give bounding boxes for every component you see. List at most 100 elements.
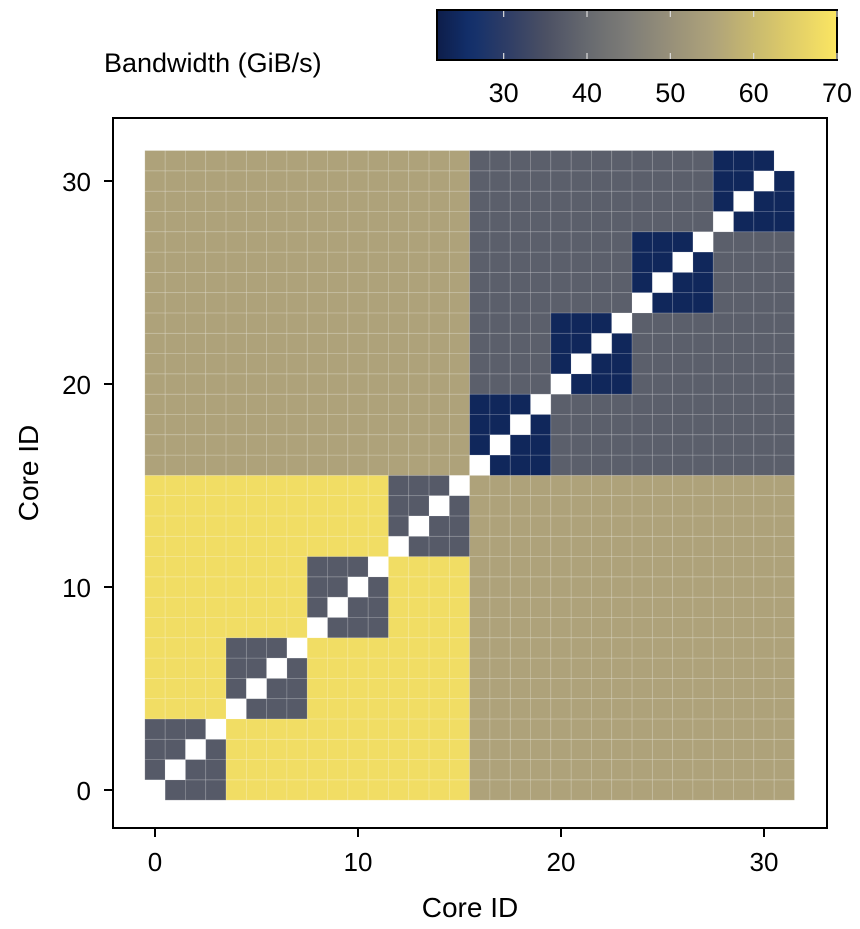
heatmap-cell <box>591 738 613 760</box>
heatmap-cell <box>591 393 613 415</box>
heatmap-cell <box>712 353 734 375</box>
heatmap-cell <box>144 657 166 679</box>
heatmap-cell <box>489 251 511 273</box>
heatmap-cell <box>327 474 349 497</box>
heatmap-cell <box>367 190 389 212</box>
heatmap-cell-self <box>530 394 551 415</box>
heatmap-cell <box>367 312 389 334</box>
heatmap-cell <box>570 251 592 273</box>
heatmap-cell <box>672 617 694 639</box>
heatmap-cell <box>448 251 471 273</box>
heatmap-cell <box>733 738 755 760</box>
heatmap-cell <box>611 474 633 497</box>
heatmap-cell <box>205 515 227 537</box>
heatmap-cell <box>164 495 186 517</box>
heatmap-cell <box>733 332 755 354</box>
heatmap-cell <box>164 190 186 212</box>
heatmap-cell <box>347 637 369 659</box>
heatmap-cell <box>631 170 653 192</box>
heatmap-cell <box>651 718 674 740</box>
heatmap-cell <box>245 332 268 354</box>
heatmap-cell-self <box>286 637 308 659</box>
heatmap-cell <box>388 332 410 354</box>
heatmap-cell <box>733 353 755 375</box>
heatmap-cell <box>550 515 572 537</box>
heatmap-cell <box>631 353 653 375</box>
heatmap-cell <box>286 150 308 172</box>
heatmap-cell <box>773 698 795 720</box>
heatmap-cell <box>550 495 572 517</box>
heatmap-cell <box>408 535 430 557</box>
heatmap-cell <box>245 292 268 314</box>
heatmap-cell <box>509 779 531 801</box>
heatmap-cell <box>327 677 349 700</box>
heatmap-cell <box>144 271 166 294</box>
heatmap-cell <box>367 759 389 781</box>
heatmap-cell <box>448 190 471 212</box>
heatmap-cell <box>692 353 714 375</box>
heatmap-cell <box>712 414 734 436</box>
heatmap-cell <box>428 393 450 415</box>
heatmap-cell <box>733 414 755 436</box>
heatmap-cell <box>530 231 552 253</box>
heatmap-cell <box>144 211 166 233</box>
heatmap-cell <box>631 414 653 436</box>
heatmap-cell <box>205 677 227 700</box>
heatmap-cell <box>266 698 288 720</box>
y-axis: 0 10 20 30 <box>62 167 113 806</box>
y-tick-label: 10 <box>62 573 91 603</box>
heatmap-cell <box>611 596 633 618</box>
heatmap-cell <box>164 414 186 436</box>
heatmap-cell <box>530 556 552 578</box>
heatmap-cell <box>591 718 613 740</box>
heatmap-cell <box>164 657 186 679</box>
heatmap-cell <box>408 738 430 760</box>
heatmap-cell <box>225 150 247 172</box>
heatmap-cell <box>509 211 531 233</box>
heatmap-cell <box>753 312 775 334</box>
heatmap-cell <box>164 353 186 375</box>
heatmap-cell <box>611 231 633 253</box>
heatmap-cell <box>550 759 572 781</box>
heatmap-cell <box>448 779 471 801</box>
heatmap-cell <box>591 312 613 334</box>
heatmap-cell <box>448 231 471 253</box>
heatmap-cell <box>570 495 592 517</box>
heatmap-cell <box>164 150 186 172</box>
heatmap-cell <box>550 353 572 375</box>
heatmap-cell <box>570 657 592 679</box>
heatmap-cell <box>570 150 592 172</box>
heatmap-cell <box>367 231 389 253</box>
heatmap-cell <box>591 657 613 679</box>
heatmap-cell <box>225 657 247 679</box>
heatmap-cell <box>144 698 166 720</box>
heatmap-cell <box>773 170 795 192</box>
heatmap-cell <box>509 576 531 598</box>
heatmap-cell <box>185 271 207 294</box>
heatmap-cell <box>611 150 633 172</box>
heatmap-cell <box>327 332 349 354</box>
heatmap-cell <box>509 677 531 700</box>
heatmap-cell <box>733 779 755 801</box>
heatmap-cell <box>692 637 714 659</box>
heatmap-cell <box>611 738 633 760</box>
heatmap-cell <box>753 271 775 294</box>
heatmap-cell <box>388 617 410 639</box>
heatmap-cell <box>225 170 247 192</box>
heatmap-cell <box>591 150 613 172</box>
heatmap-cell <box>509 556 531 578</box>
heatmap-cell <box>773 495 795 517</box>
heatmap-cell <box>388 474 410 497</box>
heatmap-cell <box>570 698 592 720</box>
heatmap-cell <box>408 393 430 415</box>
heatmap-cell <box>144 414 166 436</box>
heatmap-cell <box>570 677 592 700</box>
heatmap-cell <box>245 718 268 740</box>
heatmap-cell <box>245 759 268 781</box>
heatmap-cell <box>164 454 186 476</box>
heatmap-cell <box>205 434 227 456</box>
heatmap-cell <box>570 190 592 212</box>
heatmap-cell <box>651 738 674 760</box>
heatmap-cell <box>347 251 369 273</box>
heatmap-cell <box>550 434 572 456</box>
